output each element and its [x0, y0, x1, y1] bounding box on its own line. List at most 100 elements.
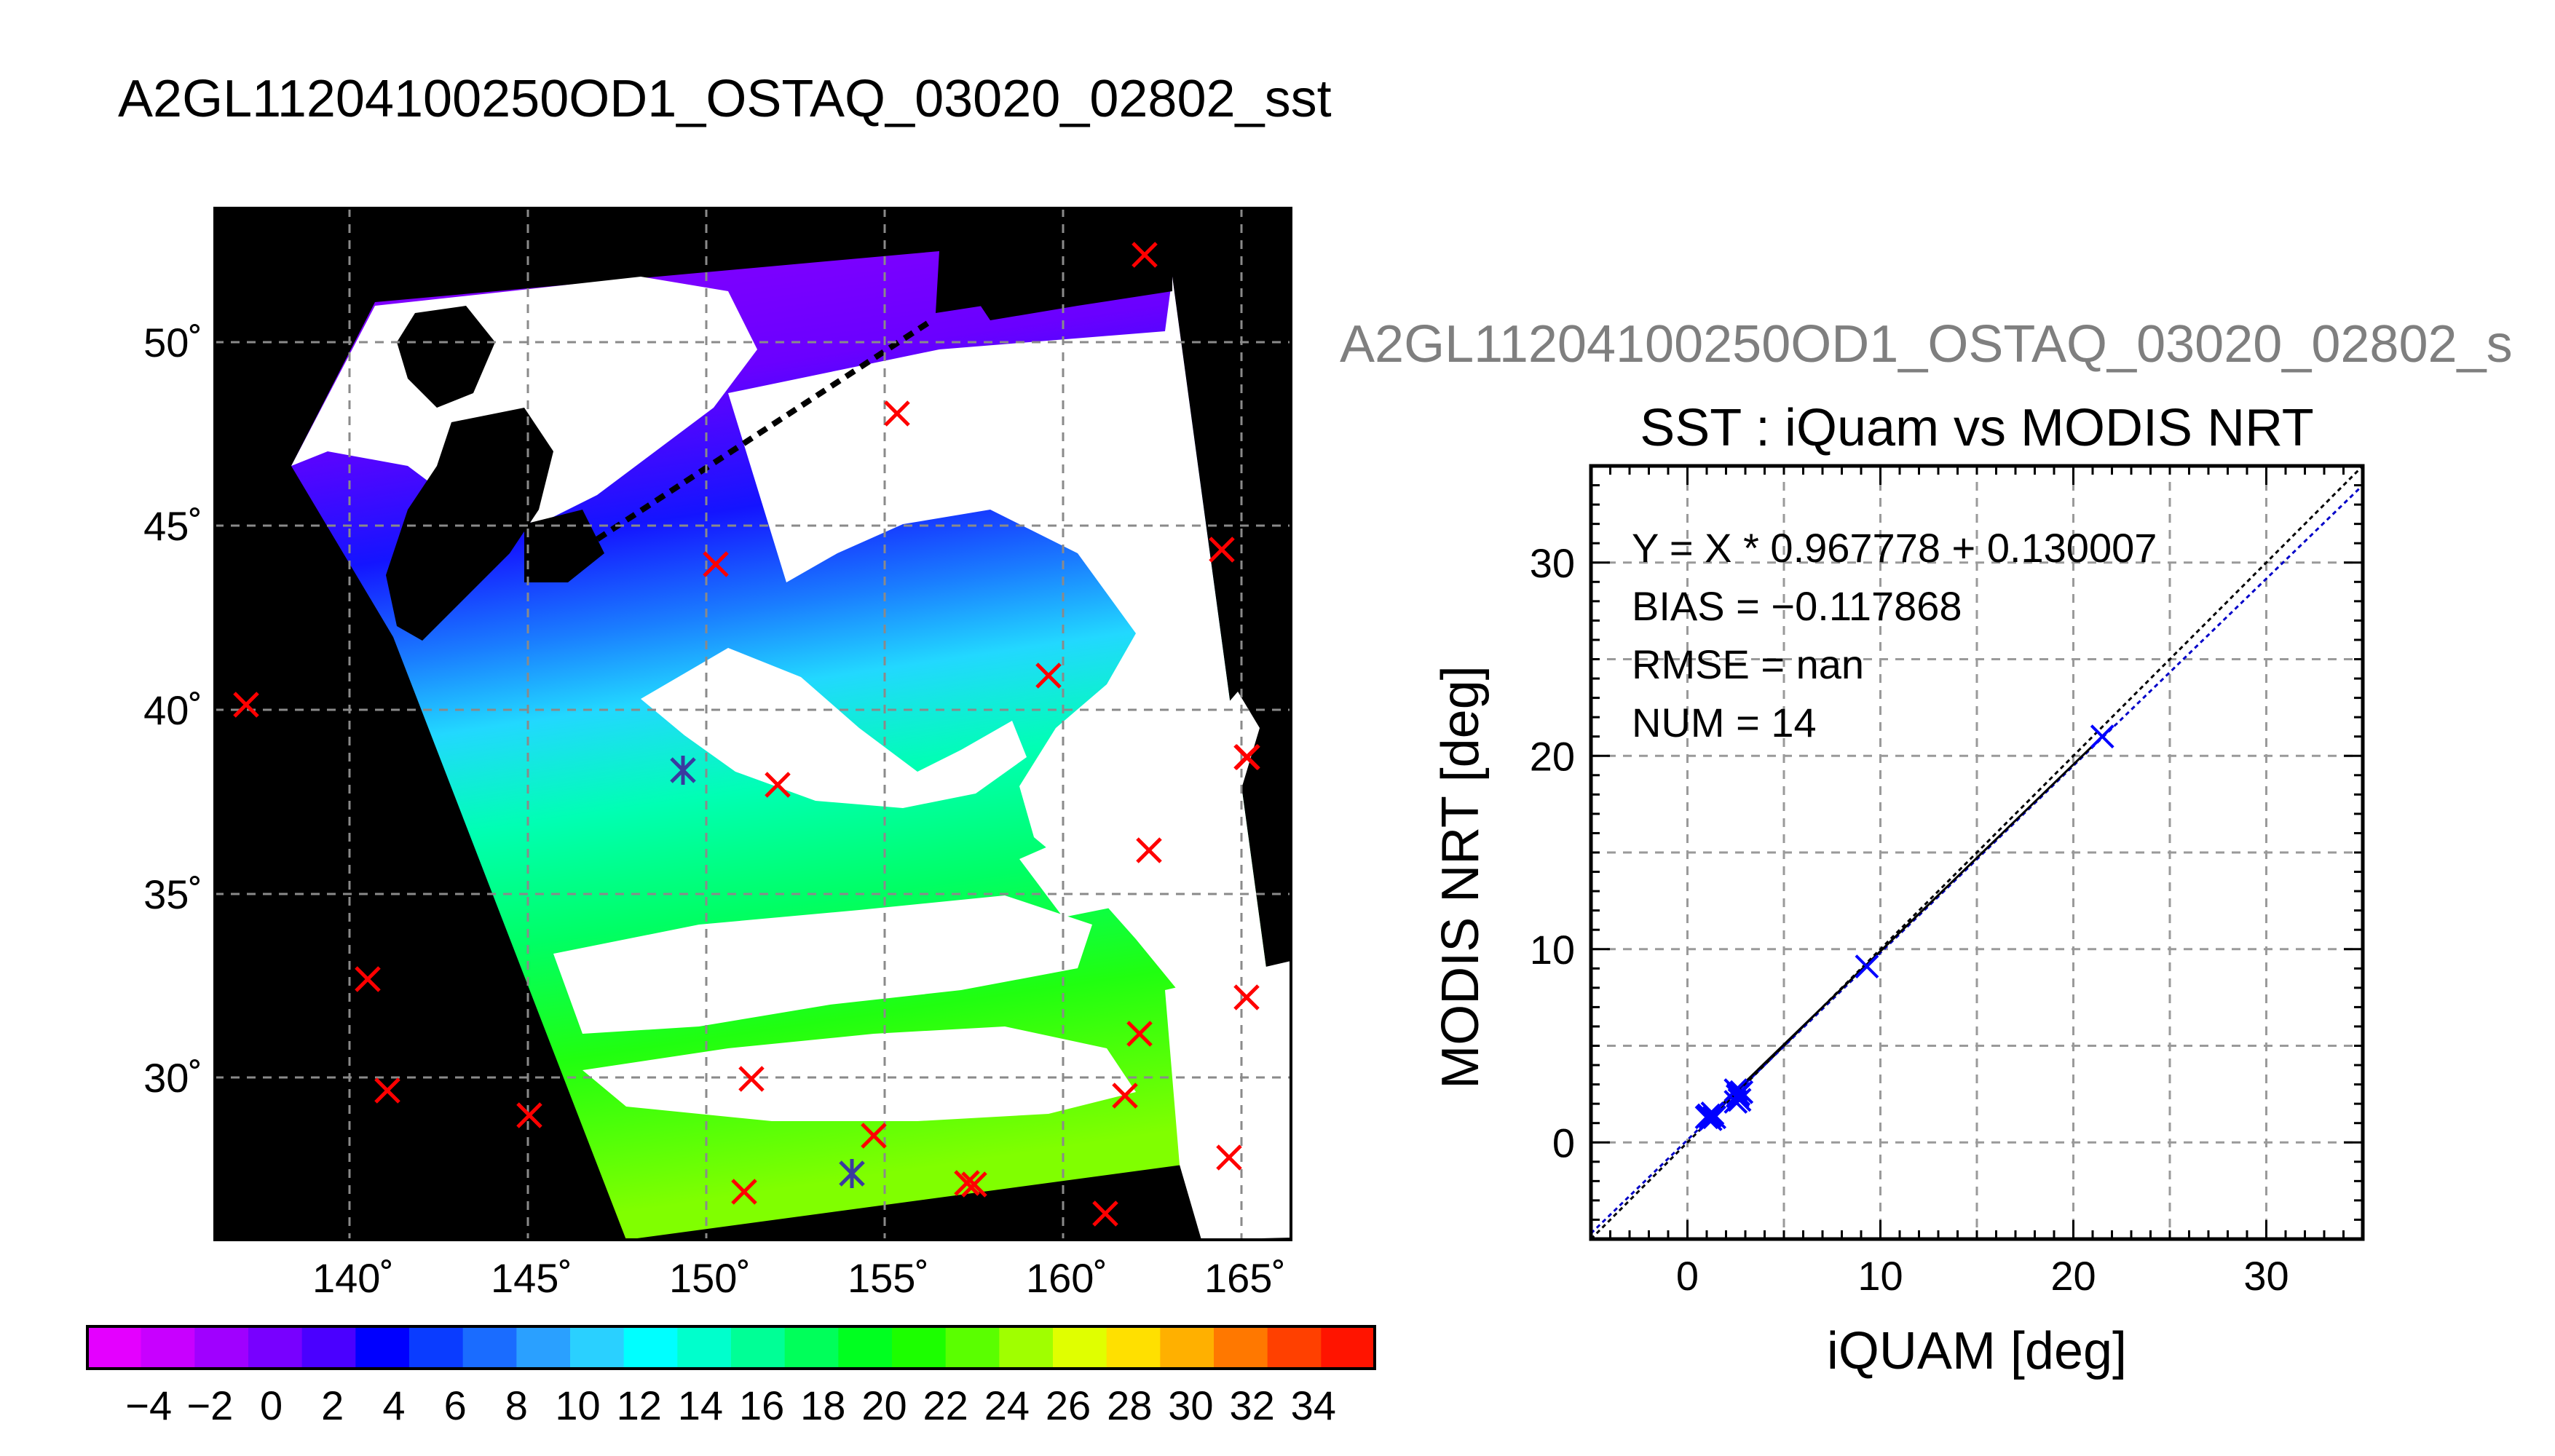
colorbar-swatch [516, 1326, 571, 1369]
scatter-point [1726, 1082, 1751, 1107]
colorbar-label: −2 [186, 1382, 233, 1428]
map-marker [954, 1170, 980, 1196]
map-marker [961, 1171, 987, 1198]
lon-label-165: 165˚ [1204, 1255, 1286, 1301]
colorbar-swatch [87, 1326, 142, 1369]
one-to-one-line [1590, 464, 2364, 1241]
scatter-top-title: A2GL11204100250OD1_OSTAQ_03020_02802_s [1340, 315, 2513, 373]
colorbar-label: 30 [1168, 1382, 1213, 1428]
scatter-annotations: Y = X * 0.967778 + 0.130007 BIAS = −0.117… [1632, 525, 2157, 745]
lat-label-50: 50˚ [143, 320, 202, 365]
scatter-ylabel: MODIS NRT [deg] [1431, 665, 1490, 1089]
x-tick-label: 30 [2243, 1253, 2289, 1299]
colorbar-label: 14 [678, 1382, 723, 1428]
colorbar [87, 1326, 1375, 1369]
map-marker [703, 551, 729, 577]
land-mask [386, 240, 1172, 641]
scatter-point [1855, 954, 1879, 979]
colorbar-label: 10 [555, 1382, 600, 1428]
scatter-ticks [1590, 464, 2364, 1241]
lat-labels: 50˚ 45˚ 40˚ 35˚ 30˚ [143, 320, 202, 1101]
x-tick-label: 20 [2050, 1253, 2096, 1299]
colorbar-swatch [892, 1326, 947, 1369]
scatter-annotation: Y = X * 0.967778 + 0.130007 [1632, 525, 2157, 571]
lat-label-30: 30˚ [143, 1055, 202, 1101]
map-marker [1132, 242, 1158, 268]
colorbar-label: 4 [382, 1382, 405, 1428]
map-marker [884, 400, 910, 427]
colorbar-swatch [462, 1326, 517, 1369]
lon-labels: 140˚ 145˚ 150˚ 155˚ 160˚ 165˚ [312, 1255, 1286, 1301]
colorbar-swatch [945, 1326, 1000, 1369]
colorbar-swatch [301, 1326, 356, 1369]
colorbar-label: −4 [125, 1382, 172, 1428]
map-marker [355, 966, 381, 992]
scatter-point [1702, 1105, 1727, 1130]
colorbar-swatch [1053, 1326, 1107, 1369]
colorbar-swatch [731, 1326, 786, 1369]
lon-label-140: 140˚ [312, 1255, 394, 1301]
colorbar-swatch [623, 1326, 678, 1369]
colorbar-swatch [1106, 1326, 1161, 1369]
lon-label-160: 160˚ [1026, 1255, 1107, 1301]
map-marker-special [839, 1159, 865, 1188]
map-marker [1216, 1144, 1242, 1171]
lon-label-145: 145˚ [491, 1255, 572, 1301]
colorbar-swatch [677, 1326, 732, 1369]
y-tick-label: 20 [1530, 733, 1575, 779]
colorbar-labels: −4 −2 0 2 4 6 8 10 12 14 16 18 20 22 24 26 28 30 32 34 [125, 1382, 1336, 1428]
colorbar-label: 12 [617, 1382, 662, 1428]
fit-line-solid [1705, 735, 2104, 1120]
matchup-markers [233, 242, 1260, 1227]
colorbar-label: 32 [1229, 1382, 1274, 1428]
map-marker [861, 1123, 887, 1149]
colorbar-label: 8 [505, 1382, 528, 1428]
colorbar-label: 20 [861, 1382, 907, 1428]
colorbar-swatch [999, 1326, 1054, 1369]
colorbar-label: 34 [1291, 1382, 1336, 1428]
colorbar-swatch [1160, 1326, 1215, 1369]
lat-label-35: 35˚ [143, 871, 202, 917]
map-marker [765, 772, 791, 798]
scatter-point [1723, 1090, 1748, 1114]
map-marker [1136, 837, 1162, 863]
scatter-points [1694, 724, 2114, 1131]
map-marker [731, 1179, 757, 1205]
lat-label-45: 45˚ [143, 503, 202, 549]
lat-label-40: 40˚ [143, 687, 202, 733]
colorbar-swatch [248, 1326, 303, 1369]
colorbar-label: 0 [260, 1382, 283, 1428]
colorbar-swatch [194, 1326, 249, 1369]
map-marker [1234, 744, 1260, 770]
scatter-annotation: RMSE = nan [1632, 641, 1864, 687]
colorbar-label: 24 [984, 1382, 1030, 1428]
colorbar-swatch [784, 1326, 839, 1369]
colorbar-swatch [141, 1326, 195, 1369]
map-marker [1126, 1021, 1153, 1047]
colorbar-swatch [570, 1326, 625, 1369]
scatter-annotation: BIAS = −0.117868 [1632, 583, 1962, 629]
colorbar-swatch [409, 1326, 464, 1369]
map-marker [374, 1077, 400, 1104]
colorbar-label: 2 [321, 1382, 344, 1428]
map-marker [1035, 662, 1062, 689]
y-tick-label: 30 [1530, 540, 1575, 586]
colorbar-label: 28 [1107, 1382, 1152, 1428]
map-marker [1092, 1200, 1118, 1227]
colorbar-label: 18 [800, 1382, 845, 1428]
x-tick-label: 0 [1676, 1253, 1699, 1299]
x-tick-label: 10 [1857, 1253, 1903, 1299]
colorbar-label: 16 [739, 1382, 784, 1428]
y-tick-label: 0 [1552, 1120, 1575, 1166]
lon-label-150: 150˚ [669, 1255, 751, 1301]
scatter-xlabel: iQUAM [deg] [1827, 1322, 2127, 1380]
scatter-annotation: NUM = 14 [1632, 700, 1817, 745]
main-title: A2GL11204100250OD1_OSTAQ_03020_02802_sst [118, 70, 1332, 128]
map-marker-special [670, 756, 696, 785]
map-marker [738, 1066, 765, 1092]
colorbar-swatch [1214, 1326, 1268, 1369]
map-marker [1233, 984, 1260, 1010]
lon-label-155: 155˚ [848, 1255, 929, 1301]
colorbar-label: 26 [1046, 1382, 1091, 1428]
colorbar-frame [86, 1325, 1376, 1370]
